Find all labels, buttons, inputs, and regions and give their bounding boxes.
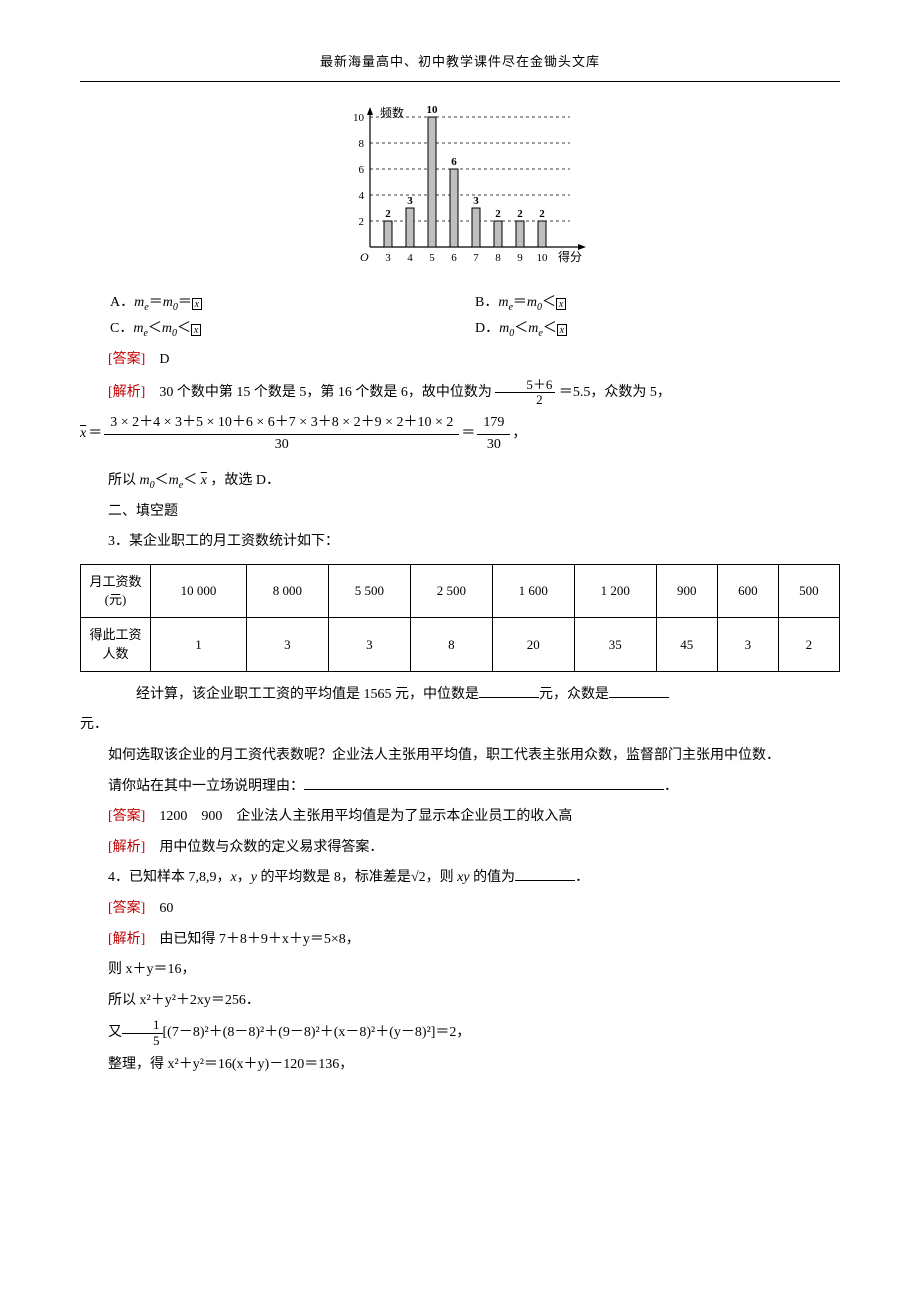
q4-stem: 4．已知样本 7,8,9，x，y 的平均数是 8，标准差是√2，则 xy 的值为… [80,865,840,892]
table-cell: 5 500 [328,565,410,618]
analysis-line-2: 所以 m0＜me＜ x ，故选 D． [80,468,840,495]
svg-text:得分: 得分 [558,249,582,264]
table-cell: 2 500 [410,565,492,618]
q3-p1: 经计算，该企业职工工资的平均值是 1565 元，中位数是元，众数是 [80,682,840,709]
q4-l5: 整理，得 x²＋y²＝16(x＋y)－120＝136， [80,1052,840,1079]
mc-options: A．me＝m0＝x B．me＝m0＜x C．me＜m0＜x D．m0＜me＜x [80,290,840,344]
svg-text:2: 2 [359,216,365,228]
section-2-title: 二、填空题 [80,499,840,526]
table-cell: 600 [717,565,778,618]
blank-median [479,684,539,698]
svg-text:2: 2 [539,208,545,220]
table-cell: 8 [410,618,492,671]
svg-text:9: 9 [517,252,523,264]
q4-l1: [解析] 由已知得 7＋8＋9＋x＋y＝5×8， [80,927,840,954]
q3-p2: 如何选取该企业的月工资代表数呢？企业法人主张用平均值，职工代表主张用众数，监督部… [80,743,840,770]
svg-text:2: 2 [495,208,501,220]
table-cell: 500 [778,565,839,618]
svg-text:2: 2 [385,208,391,220]
table-cell: 3 [328,618,410,671]
q4-l2: 则 x＋y＝16， [80,957,840,984]
table-cell: 1 600 [492,565,574,618]
blank-mode [609,684,669,698]
option-c: C．me＜m0＜x [110,316,475,343]
q3-analysis: [解析] 用中位数与众数的定义易求得答案． [80,835,840,862]
table-cell: 3 [246,618,328,671]
svg-text:6: 6 [359,164,365,176]
svg-text:O: O [360,250,369,264]
mean-equation: x＝ 3 × 2＋4 × 3＋5 × 10＋6 × 6＋7 × 3＋8 × 2＋… [80,413,840,456]
table-cell: 3 [717,618,778,671]
svg-text:10: 10 [353,112,365,124]
table-cell: 8 000 [246,565,328,618]
svg-text:4: 4 [359,190,365,202]
q4-l4: 又15[(7－8)²＋(8－8)²＋(9－8)²＋(x－8)²＋(y－8)²]＝… [80,1018,840,1048]
svg-text:3: 3 [385,252,391,264]
svg-text:2: 2 [517,208,523,220]
table-cell: 900 [656,565,717,618]
blank-xy [515,867,575,881]
svg-text:3: 3 [407,195,413,207]
option-a: A．me＝m0＝x [110,290,475,317]
analysis-line-1: [解析] 30 个数中第 15 个数是 5，第 16 个数是 6，故中位数为 5… [80,378,840,408]
table-cell: 20 [492,618,574,671]
q3-p3: 请你站在其中一立场说明理由：． [80,774,840,801]
option-d: D．m0＜me＜x [475,316,840,343]
answer-line: [答案] D [80,347,840,374]
table-row1-head: 月工资数(元) [81,565,151,618]
q4-l3: 所以 x²＋y²＋2xy＝256． [80,988,840,1015]
frequency-bar-chart: 2 4 6 8 10 3 2 4 3 5 10 6 6 7 3 8 2 9 2 10 2 频数得分 O [80,102,840,272]
q3-stem: 3．某企业职工的月工资数统计如下： [80,529,840,556]
table-row2-head: 得此工资人数 [81,618,151,671]
page-header: 最新海量高中、初中教学课件尽在金锄头文库 [80,50,840,82]
svg-text:3: 3 [473,195,479,207]
svg-text:10: 10 [537,252,549,264]
salary-table: 月工资数(元)10 0008 0005 5002 5001 6001 20090… [80,564,840,672]
svg-text:5: 5 [429,252,435,264]
table-cell: 1 200 [574,565,656,618]
svg-text:6: 6 [451,156,457,168]
table-cell: 10 000 [151,565,247,618]
q3-p1c: 元． [80,712,840,739]
blank-reason [304,776,664,790]
svg-text:10: 10 [427,104,439,116]
table-cell: 1 [151,618,247,671]
table-cell: 2 [778,618,839,671]
svg-text:8: 8 [359,138,365,150]
table-cell: 35 [574,618,656,671]
svg-text:8: 8 [495,252,501,264]
q3-answer: [答案] 1200 900 企业法人主张用平均值是为了显示本企业员工的收入高 [80,804,840,831]
table-cell: 45 [656,618,717,671]
svg-text:6: 6 [451,252,457,264]
q4-answer: [答案] 60 [80,896,840,923]
svg-text:频数: 频数 [380,105,404,120]
svg-text:4: 4 [407,252,413,264]
option-b: B．me＝m0＜x [475,290,840,317]
svg-text:7: 7 [473,252,479,264]
